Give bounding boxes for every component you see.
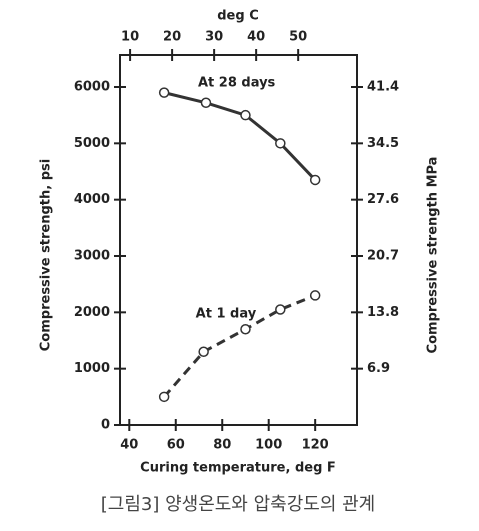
x2-tick-label: 50 — [289, 30, 307, 45]
y2-tick-label: 6.9 — [367, 361, 390, 376]
x-tick-label: 60 — [167, 438, 185, 453]
series-label: At 1 day — [196, 306, 257, 321]
data-point — [240, 109, 251, 121]
y-tick-label: 3000 — [74, 249, 110, 264]
caption: [그림3] 양생온도와 압축강도의 관계 — [101, 494, 376, 515]
x-tick-label: 120 — [302, 438, 329, 453]
series-label: At 28 days — [198, 75, 276, 90]
plot-frame — [119, 54, 358, 426]
y-tick-label: 1000 — [74, 361, 110, 376]
y2-tick-label: 41.4 — [367, 80, 399, 95]
y2-tick-label: 27.6 — [367, 192, 399, 207]
y2-tick-label: 20.7 — [367, 249, 399, 264]
top-axis-title: deg C — [217, 9, 259, 24]
y-tick-label: 6000 — [74, 80, 110, 95]
data-point — [309, 174, 321, 186]
x-tick-label: 100 — [255, 438, 282, 453]
x-tick-label: 40 — [120, 438, 138, 453]
series-line — [163, 91, 317, 181]
y2-tick-label: 13.8 — [367, 305, 399, 320]
x2-tick-label: 10 — [121, 30, 139, 45]
data-point — [200, 97, 212, 109]
data-point — [158, 87, 170, 98]
x2-tick-label: 30 — [205, 30, 223, 45]
data-point — [309, 290, 321, 301]
y-tick-label: 0 — [101, 418, 110, 433]
y2-tick-label: 34.5 — [367, 136, 399, 151]
y2-axis-title: Compressive strength MPa — [426, 157, 441, 354]
data-point — [240, 323, 251, 335]
data-point — [198, 346, 209, 358]
x2-tick-label: 40 — [247, 30, 265, 45]
x-axis-title: Curing temperature, deg F — [140, 461, 336, 476]
data-point — [275, 304, 286, 315]
y-tick-label: 2000 — [74, 305, 110, 320]
y-axis-title: Compressive strength, psi — [39, 159, 54, 351]
y-tick-label: 5000 — [74, 136, 110, 151]
x2-tick-label: 20 — [163, 30, 181, 45]
y-tick-label: 4000 — [74, 192, 110, 207]
data-point — [275, 138, 286, 149]
data-point — [158, 391, 170, 403]
x-tick-label: 80 — [213, 438, 231, 453]
